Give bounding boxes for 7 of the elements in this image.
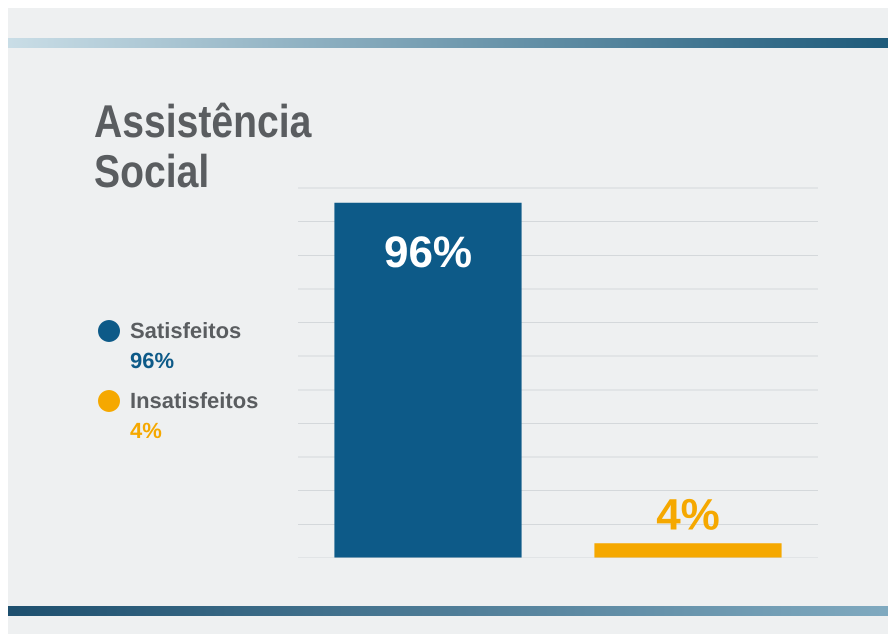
legend-label: Satisfeitos [130,318,242,344]
text: 4% [130,418,162,443]
data-label: 4% [656,490,720,540]
text: 96% [130,348,174,373]
chart-title: Assistência Social [94,95,312,197]
data-label: 96% [384,228,472,277]
legend-label: Insatisfeitos [130,388,258,414]
